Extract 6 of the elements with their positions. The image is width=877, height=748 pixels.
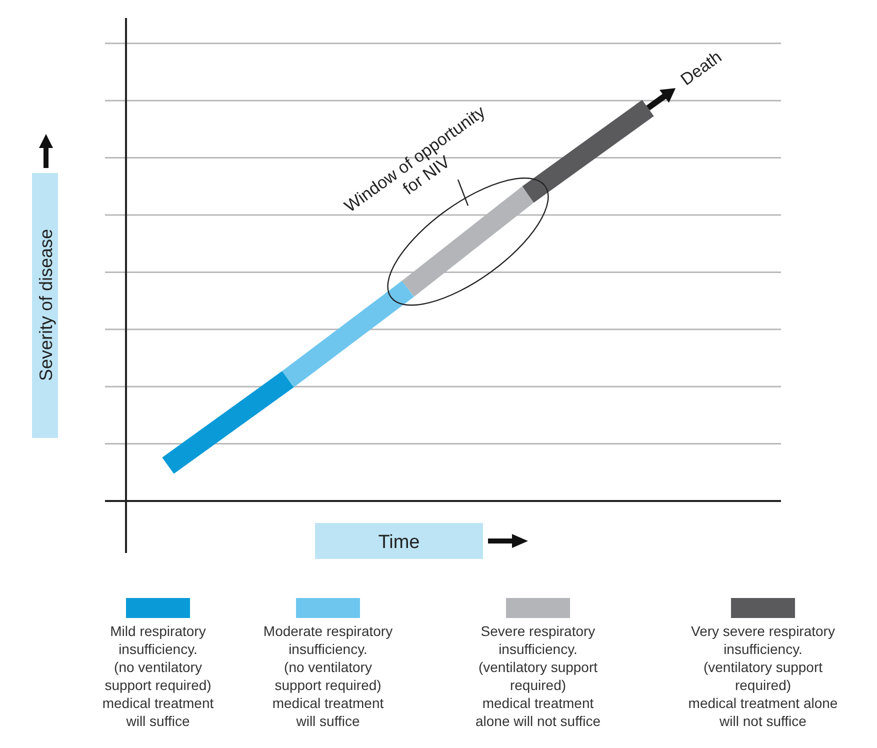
legend-label: Moderate respiratory insufficiency. (no ventilatory support required) medical treatment will suffice	[263, 623, 393, 729]
legend-label: Severe respiratory insufficiency. (ventilatory support required) medical treatment alone will not suffice	[475, 623, 601, 729]
x-axis-title: Time	[378, 532, 420, 553]
y-axis-title: Severity of disease	[36, 228, 56, 382]
legend-label: Very severe respiratory insufficiency. (ventilatory support required) medical treatment alone will not suffice	[688, 623, 838, 729]
legend-label: Mild respiratory insufficiency. (no ventilatory support required) medical treatment will suffice	[102, 623, 214, 729]
